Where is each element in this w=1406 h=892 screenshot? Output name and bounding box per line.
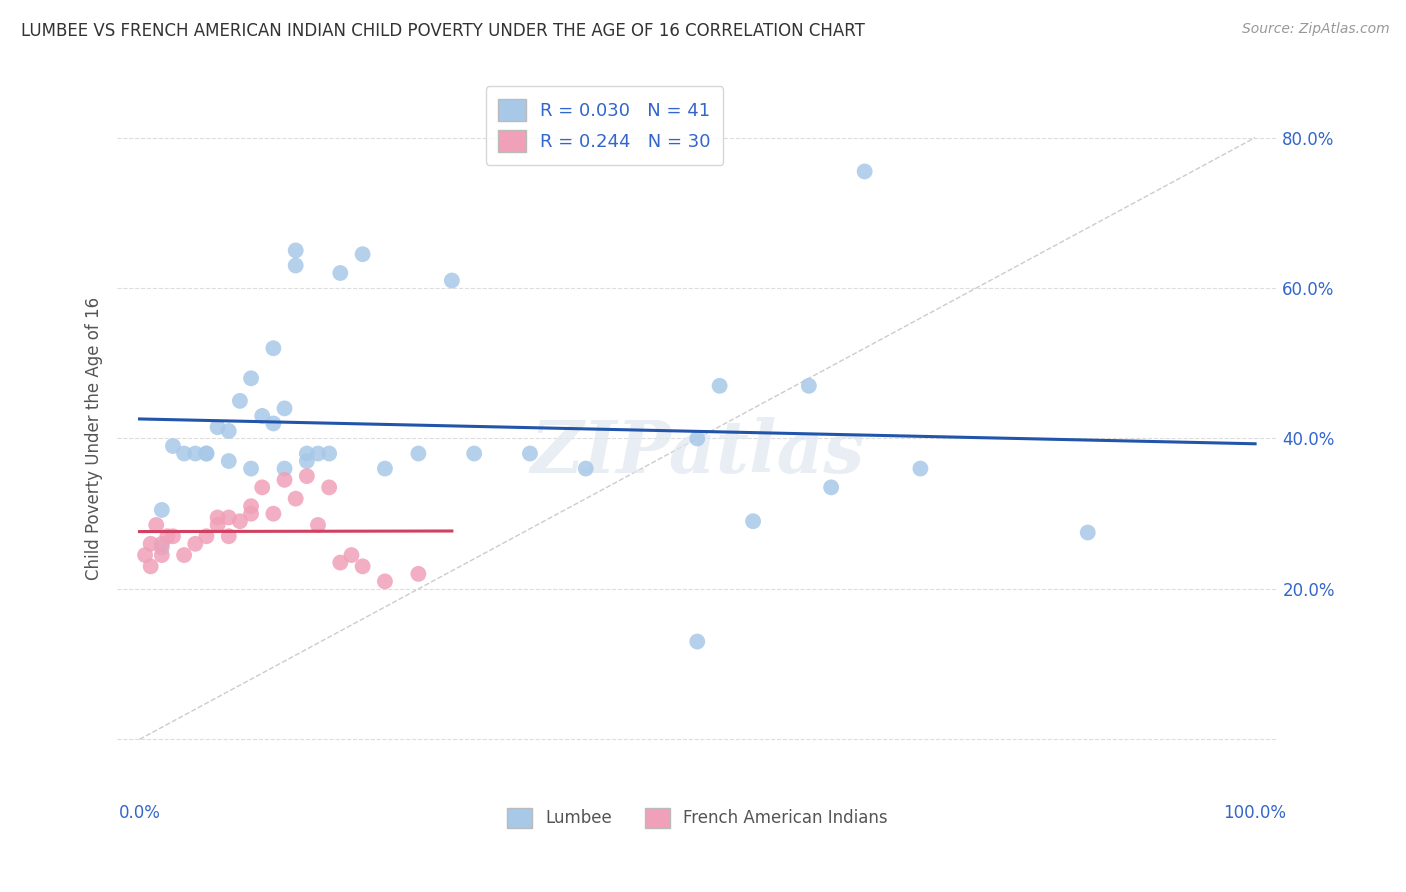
Point [408,446,430,460]
Point [250,409,273,423]
Point [195,446,218,460]
Point [273,401,295,416]
Point [797,379,820,393]
Point [273,473,295,487]
Point [329,556,352,570]
Point [150,503,173,517]
Point [307,446,329,460]
Point [262,417,284,431]
Point [240,371,263,385]
Point [240,461,263,475]
Point [195,529,218,543]
Point [374,574,396,589]
Point [145,518,167,533]
Point [1077,525,1099,540]
Point [218,454,240,468]
Point [195,446,218,460]
Point [709,379,731,393]
Point [262,341,284,355]
Point [207,420,229,434]
Point [408,566,430,581]
Point [295,469,318,483]
Point [134,548,156,562]
Point [295,454,318,468]
Text: Source: ZipAtlas.com: Source: ZipAtlas.com [1241,22,1389,37]
Point [329,266,352,280]
Point [240,499,263,513]
Point [218,529,240,543]
Point [820,480,842,494]
Point [156,529,179,543]
Point [218,424,240,438]
Point [440,273,463,287]
Point [374,461,396,475]
Point [173,446,195,460]
Point [229,393,252,408]
Point [184,537,207,551]
Point [352,247,374,261]
Point [284,244,307,258]
Point [853,164,876,178]
Point [910,461,932,475]
Text: LUMBEE VS FRENCH AMERICAN INDIAN CHILD POVERTY UNDER THE AGE OF 16 CORRELATION C: LUMBEE VS FRENCH AMERICAN INDIAN CHILD P… [21,22,865,40]
Point [150,548,173,562]
Point [519,446,541,460]
Point [207,518,229,533]
Point [207,510,229,524]
Point [162,439,184,453]
Point [139,537,162,551]
Point [307,518,329,533]
Point [284,491,307,506]
Point [150,537,173,551]
Point [463,446,485,460]
Point [295,446,318,460]
Point [262,507,284,521]
Point [162,529,184,543]
Point [318,480,340,494]
Point [352,559,374,574]
Point [284,259,307,273]
Point [139,559,162,574]
Point [273,461,295,475]
Point [173,548,195,562]
Point [240,507,263,521]
Y-axis label: Child Poverty Under the Age of 16: Child Poverty Under the Age of 16 [86,297,103,580]
Point [229,514,252,528]
Point [686,432,709,446]
Point [250,480,273,494]
Text: ZIPatlas: ZIPatlas [530,417,865,489]
Point [686,634,709,648]
Point [218,510,240,524]
Point [150,541,173,555]
Point [742,514,765,528]
Point [318,446,340,460]
Point [340,548,363,562]
Point [184,446,207,460]
Legend: Lumbee, French American Indians: Lumbee, French American Indians [501,801,894,835]
Point [575,461,598,475]
